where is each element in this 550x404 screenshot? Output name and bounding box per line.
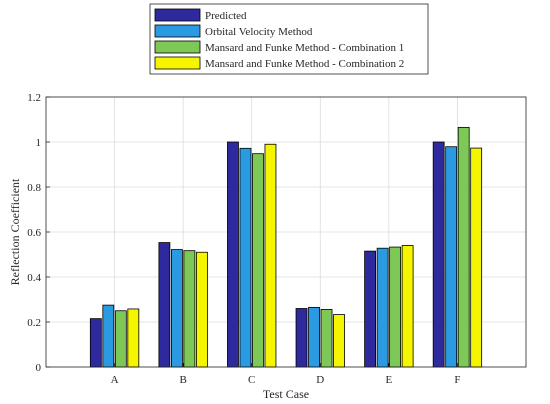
y-tick-label: 0.4 xyxy=(27,272,41,284)
bar-A-series-4 xyxy=(127,308,140,368)
bar-F-series-4 xyxy=(470,147,483,368)
y-tick-label: 0.6 xyxy=(27,227,41,239)
y-tick-label: 0.8 xyxy=(27,182,41,194)
bar-D-series-2 xyxy=(308,306,320,368)
legend-swatch xyxy=(154,56,201,70)
bar-F-series-3 xyxy=(457,126,470,368)
x-axis: A B C D E F xyxy=(111,363,460,386)
bar-C-series-1 xyxy=(227,141,239,368)
legend-label: Predicted xyxy=(205,10,247,22)
y-tick-label: 0.2 xyxy=(27,317,41,329)
bar-E-series-3 xyxy=(389,246,402,368)
bar-A-series-3 xyxy=(114,310,127,368)
x-tick-label: F xyxy=(454,374,460,386)
bar-D-series-4 xyxy=(333,314,345,368)
bar-F-series-1 xyxy=(432,141,445,368)
legend-label: Orbital Velocity Method xyxy=(205,26,313,38)
x-tick-label: E xyxy=(385,374,392,386)
y-axis-label: Reflection Coefficient xyxy=(8,178,22,285)
legend-swatch xyxy=(154,8,201,22)
bar-B-series-4 xyxy=(195,251,208,368)
legend-swatch xyxy=(154,40,201,54)
bar-C-series-3 xyxy=(252,153,264,368)
bar-B-series-1 xyxy=(158,242,171,368)
x-tick-label: A xyxy=(111,374,119,386)
bar-B-series-2 xyxy=(170,249,183,368)
legend-label: Mansard and Funke Method - Combination 2 xyxy=(205,58,404,70)
x-tick-label: D xyxy=(316,374,324,386)
x-tick-label: C xyxy=(248,374,255,386)
y-axis: 0 0.2 0.4 0.6 0.8 1 1.2 xyxy=(27,92,50,374)
bar-F-series-2 xyxy=(445,146,458,368)
bar-D-series-3 xyxy=(320,308,333,368)
y-tick-label: 1.2 xyxy=(27,92,41,104)
bars-group xyxy=(89,126,483,368)
bar-D-series-1 xyxy=(295,308,308,368)
bar-E-series-1 xyxy=(364,250,377,368)
legend: Predicted Orbital Velocity Method Mansard … xyxy=(149,3,429,75)
x-axis-label: Test Case xyxy=(263,387,309,401)
y-tick-label: 0 xyxy=(36,362,42,374)
bar-B-series-3 xyxy=(183,250,196,368)
bar-E-series-4 xyxy=(401,245,414,368)
bar-A-series-2 xyxy=(102,304,115,368)
x-tick-label: B xyxy=(179,374,186,386)
bar-E-series-2 xyxy=(376,247,389,368)
grid-lines xyxy=(46,96,526,368)
bar-C-series-4 xyxy=(264,143,277,368)
y-tick-label: 1 xyxy=(36,137,42,149)
legend-swatch xyxy=(154,24,201,38)
legend-label: Mansard and Funke Method - Combination 1 xyxy=(205,42,404,54)
bar-C-series-2 xyxy=(239,147,252,368)
bar-A-series-1 xyxy=(89,318,102,368)
